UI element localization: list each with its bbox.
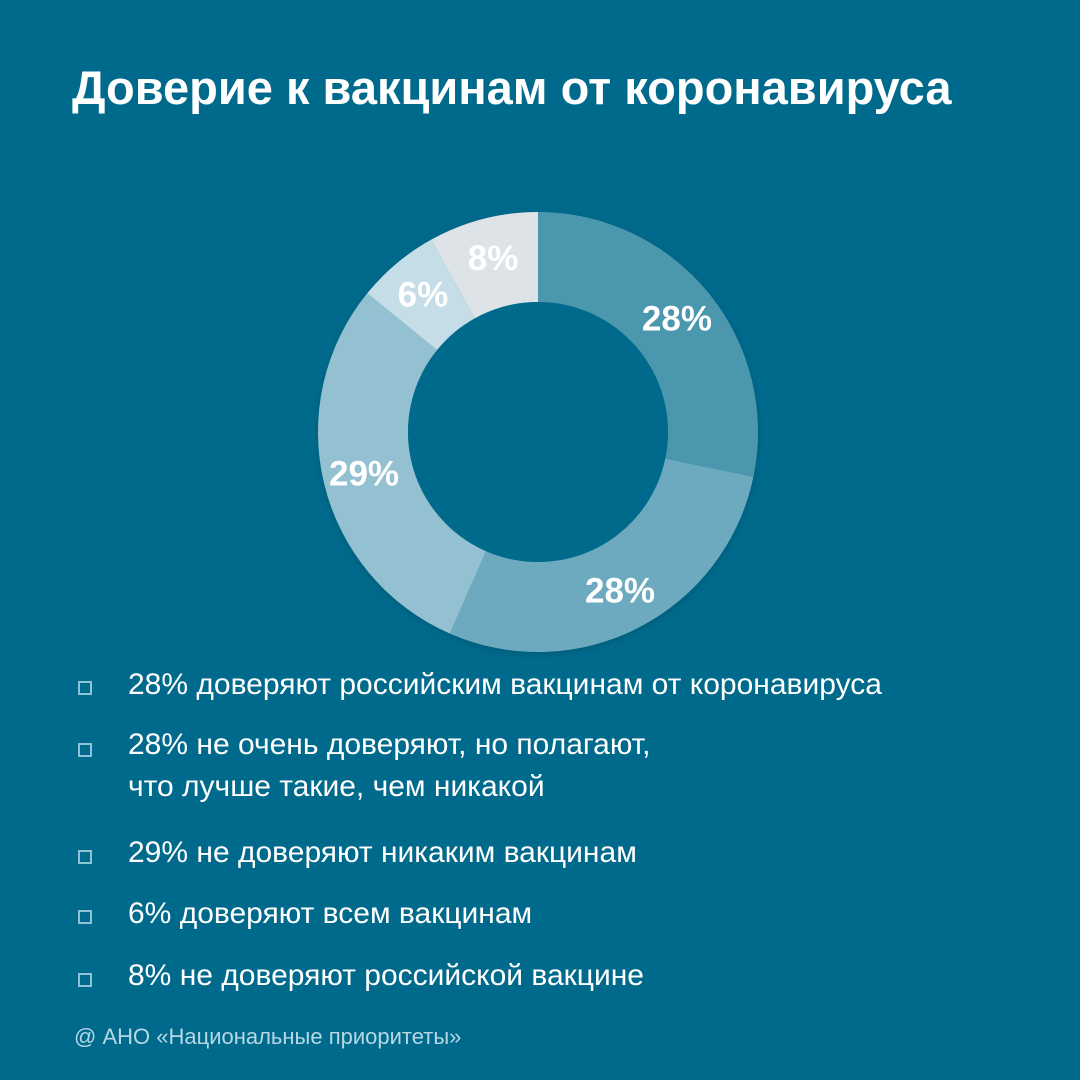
legend-label: 28% доверяют российским вакцинам от коро… [128,668,882,701]
donut-slice [367,239,475,351]
slice-value-label: 28% [642,300,712,339]
slice-value-label: 28% [585,572,655,611]
slice-value-label: 29% [329,455,399,494]
legend-marker-icon [78,743,92,757]
donut-slice [431,212,538,319]
legend-label: 8% не доверяют российской вакцине [128,959,644,992]
legend-label: 6% доверяют всем вакцинам [128,897,533,930]
donut-slice [538,212,759,478]
donut-slice [317,293,486,634]
legend-marker-icon [78,850,92,864]
donut-shadow [318,212,758,652]
chart-title: Доверие к вакцинам от коронавируса [72,61,952,114]
donut-slice [449,458,754,653]
legend-marker-icon [78,681,92,695]
donut-labels: 28% 28% 29% 6% 8% [329,239,712,610]
slice-value-label: 6% [398,275,449,314]
legend-label: 28% не очень доверяют, но полагают, что … [128,728,651,803]
donut-slices [317,212,759,653]
legend-marker-icon [78,973,92,987]
legend-marker-icon [78,910,92,924]
donut-hole [408,302,668,562]
legend-label: 29% не доверяют никаким вакцинам [128,836,637,869]
slice-value-label: 8% [468,239,519,278]
source-credit: @ АНО «Национальные приоритеты» [74,1024,462,1049]
